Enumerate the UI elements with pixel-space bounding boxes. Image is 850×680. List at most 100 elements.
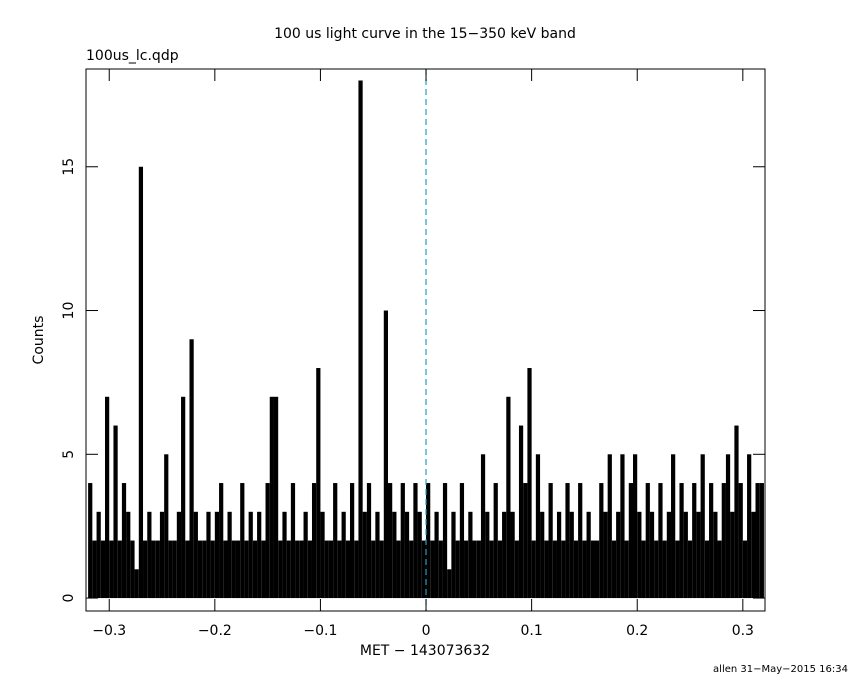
bin <box>413 483 418 599</box>
bin <box>582 540 587 599</box>
x-tick-label: −0.1 <box>303 623 337 639</box>
bin <box>573 540 579 599</box>
bin <box>578 483 583 599</box>
bin <box>366 483 372 599</box>
bin <box>603 511 608 599</box>
y-axis-label: Counts <box>31 316 47 365</box>
bin <box>687 540 693 599</box>
bin <box>502 511 507 599</box>
bin <box>265 483 270 599</box>
bin <box>134 569 139 599</box>
bin <box>252 540 258 599</box>
bin <box>409 540 414 599</box>
bin <box>438 540 443 599</box>
bin <box>138 166 144 599</box>
bin <box>649 511 655 599</box>
bin <box>185 540 190 599</box>
bin <box>290 483 296 599</box>
bin <box>126 511 131 599</box>
bin <box>400 483 405 599</box>
bin <box>472 540 477 599</box>
bin <box>341 511 346 599</box>
bin <box>286 540 291 599</box>
bin <box>451 511 456 599</box>
bin <box>464 540 469 599</box>
y-tick-label: 15 <box>61 158 77 176</box>
bin <box>172 540 177 599</box>
bin <box>548 483 553 599</box>
bin <box>176 511 182 599</box>
bin <box>671 454 676 599</box>
bin <box>214 511 220 599</box>
bin <box>206 511 211 599</box>
bin <box>231 540 236 599</box>
bin <box>527 368 532 599</box>
x-tick-label: 0.2 <box>626 623 648 639</box>
bin <box>349 483 355 599</box>
bin <box>219 483 224 599</box>
bin <box>202 540 207 599</box>
bin <box>662 540 667 599</box>
bin <box>105 396 110 599</box>
bin <box>738 483 743 599</box>
bin <box>421 540 427 599</box>
bin <box>442 483 448 599</box>
bin <box>755 483 760 599</box>
bin <box>328 540 334 599</box>
bin <box>248 511 253 599</box>
bin <box>143 540 148 599</box>
bin <box>611 540 617 599</box>
footer: allen 31−May−2015 16:34 <box>713 664 848 675</box>
bin <box>383 310 389 599</box>
bin <box>637 511 642 599</box>
bin <box>734 425 739 599</box>
x-tick-label: −0.2 <box>198 623 232 639</box>
bin <box>628 483 634 599</box>
bin <box>489 540 494 599</box>
bin <box>426 483 431 599</box>
bin <box>379 540 384 599</box>
x-tick-label: 0.3 <box>732 623 754 639</box>
chart-subtitle: 100us_lc.qdp <box>86 48 179 64</box>
bin <box>679 483 684 599</box>
bin <box>164 454 169 599</box>
bin <box>620 454 625 599</box>
bin <box>113 425 118 599</box>
bin <box>590 540 595 599</box>
bin <box>388 483 393 599</box>
bin <box>371 540 376 599</box>
bin <box>497 540 503 599</box>
bin <box>725 454 731 599</box>
bin <box>168 540 173 599</box>
bin <box>181 396 186 599</box>
bin <box>109 540 114 599</box>
bin <box>721 483 726 599</box>
bin <box>616 511 621 599</box>
bin <box>227 511 232 599</box>
bin <box>599 483 604 599</box>
bin <box>514 540 519 599</box>
bin <box>544 540 549 599</box>
chart-title: 100 us light curve in the 15−350 keV ban… <box>274 26 576 42</box>
bin <box>320 511 325 599</box>
bin <box>307 540 312 599</box>
bin <box>354 540 359 599</box>
bin <box>717 540 722 599</box>
bin <box>447 569 452 599</box>
bin <box>151 540 156 599</box>
y-tick-label: 0 <box>61 594 77 603</box>
bin <box>396 540 401 599</box>
bin <box>130 540 135 599</box>
bin <box>759 483 764 599</box>
bin <box>197 540 203 599</box>
bin <box>311 483 317 599</box>
bin <box>594 540 600 599</box>
bin <box>155 540 160 599</box>
bin <box>556 511 562 599</box>
bin <box>586 511 591 599</box>
bin <box>506 396 511 599</box>
bin <box>159 511 165 599</box>
bin <box>392 511 397 599</box>
bin <box>700 454 705 599</box>
bin <box>345 540 350 599</box>
